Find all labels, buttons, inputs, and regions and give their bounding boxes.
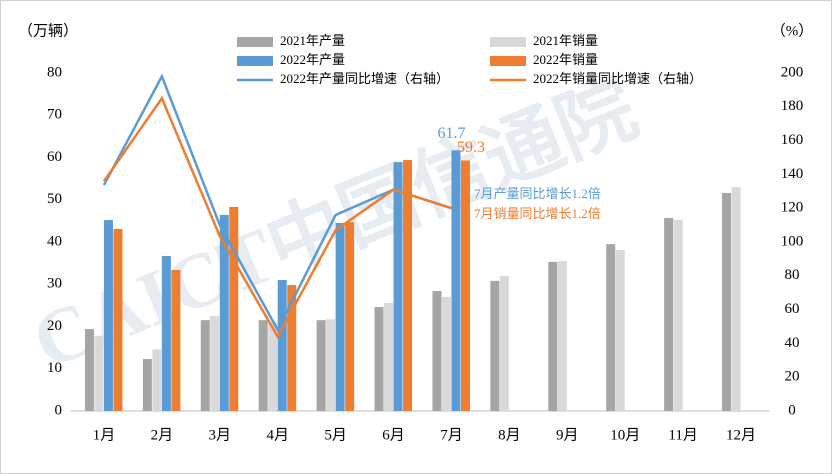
x-tick-label: 2月 xyxy=(151,427,174,443)
bar xyxy=(490,280,500,411)
y-tick-label: 50 xyxy=(47,191,62,207)
data-label: 61.7 xyxy=(437,125,465,142)
x-tick-label: 10月 xyxy=(610,427,640,443)
y2-tick-label: 140 xyxy=(781,166,804,182)
bar xyxy=(84,329,94,411)
bar xyxy=(673,220,683,411)
y-tick-label: 20 xyxy=(47,318,62,334)
y2-tick-label: 180 xyxy=(781,98,804,114)
bar xyxy=(268,322,278,411)
y2-tick-label: 40 xyxy=(785,335,800,351)
bar xyxy=(722,192,732,411)
x-tick-label: 6月 xyxy=(382,427,405,443)
bar xyxy=(142,359,152,411)
bar xyxy=(258,320,268,411)
y-tick-label: 40 xyxy=(47,233,62,249)
y2-axis-label: （%） xyxy=(771,22,814,39)
bar xyxy=(94,335,104,411)
y2-tick-label: 20 xyxy=(785,369,800,385)
x-tick-label: 12月 xyxy=(726,427,756,443)
legend-label: 2021年销量 xyxy=(533,33,598,48)
y2-tick-label: 100 xyxy=(781,233,804,249)
bar xyxy=(393,162,403,411)
legend-swatch xyxy=(490,37,526,47)
bar xyxy=(606,244,616,411)
line xyxy=(102,95,452,340)
bar xyxy=(557,261,567,411)
x-tick-label: 3月 xyxy=(209,427,232,443)
y-tick-label: 0 xyxy=(55,402,63,418)
x-tick-label: 9月 xyxy=(556,427,579,443)
bar xyxy=(374,307,384,411)
bar xyxy=(210,315,220,411)
y2-tick-label: 120 xyxy=(781,200,804,216)
x-tick-label: 11月 xyxy=(668,427,697,443)
y-axis-label: （万辆） xyxy=(18,22,78,39)
y-tick-label: 80 xyxy=(47,64,62,80)
bar xyxy=(316,320,326,411)
bar xyxy=(384,302,394,411)
x-tick-label: 1月 xyxy=(93,427,116,443)
bar xyxy=(460,160,470,411)
bar xyxy=(432,291,442,411)
annotation: 7月销量同比增长1.2倍 xyxy=(474,206,601,221)
bar xyxy=(548,261,558,411)
data-label: 59.3 xyxy=(457,139,485,156)
y-tick-label: 60 xyxy=(47,149,62,165)
bar xyxy=(345,222,355,411)
bar xyxy=(664,217,674,411)
legend-label: 2021年产量 xyxy=(280,33,345,48)
y2-tick-label: 200 xyxy=(781,64,804,80)
y2-tick-label: 60 xyxy=(785,301,800,317)
legend-swatch xyxy=(490,56,526,66)
bar xyxy=(161,255,171,411)
y-tick-label: 10 xyxy=(47,360,62,376)
y2-tick-label: 0 xyxy=(788,402,796,418)
bar xyxy=(103,220,113,411)
bar xyxy=(731,187,741,411)
legend-label: 2022年销量同比增速（右轴） xyxy=(533,71,702,86)
y-tick-label: 30 xyxy=(47,276,62,292)
annotation: 7月产量同比增长1.2倍 xyxy=(474,186,601,201)
bar xyxy=(200,320,210,411)
bar xyxy=(171,269,181,411)
x-tick-label: 7月 xyxy=(440,427,463,443)
y2-tick-label: 160 xyxy=(781,132,804,148)
bar xyxy=(335,222,345,411)
legend-label: 2022年销量 xyxy=(533,52,598,67)
bar xyxy=(152,349,162,411)
bar xyxy=(219,214,229,411)
bar xyxy=(277,280,287,411)
x-tick-label: 5月 xyxy=(324,427,347,443)
legend-swatch xyxy=(237,56,273,66)
y-tick-label: 70 xyxy=(47,107,62,123)
x-tick-label: 8月 xyxy=(498,427,521,443)
bar xyxy=(615,250,625,411)
legend-label: 2022年产量 xyxy=(280,52,345,67)
bar xyxy=(441,296,451,411)
bar xyxy=(499,275,509,411)
legend-label: 2022年产量同比增速（右轴） xyxy=(280,71,449,86)
y2-tick-label: 80 xyxy=(785,267,800,283)
bar xyxy=(403,160,413,411)
bar xyxy=(326,319,336,411)
bar xyxy=(451,150,461,411)
bar xyxy=(287,285,297,411)
x-tick-label: 4月 xyxy=(266,427,289,443)
legend-swatch xyxy=(237,37,273,47)
bar xyxy=(113,228,123,411)
bar xyxy=(229,206,239,411)
